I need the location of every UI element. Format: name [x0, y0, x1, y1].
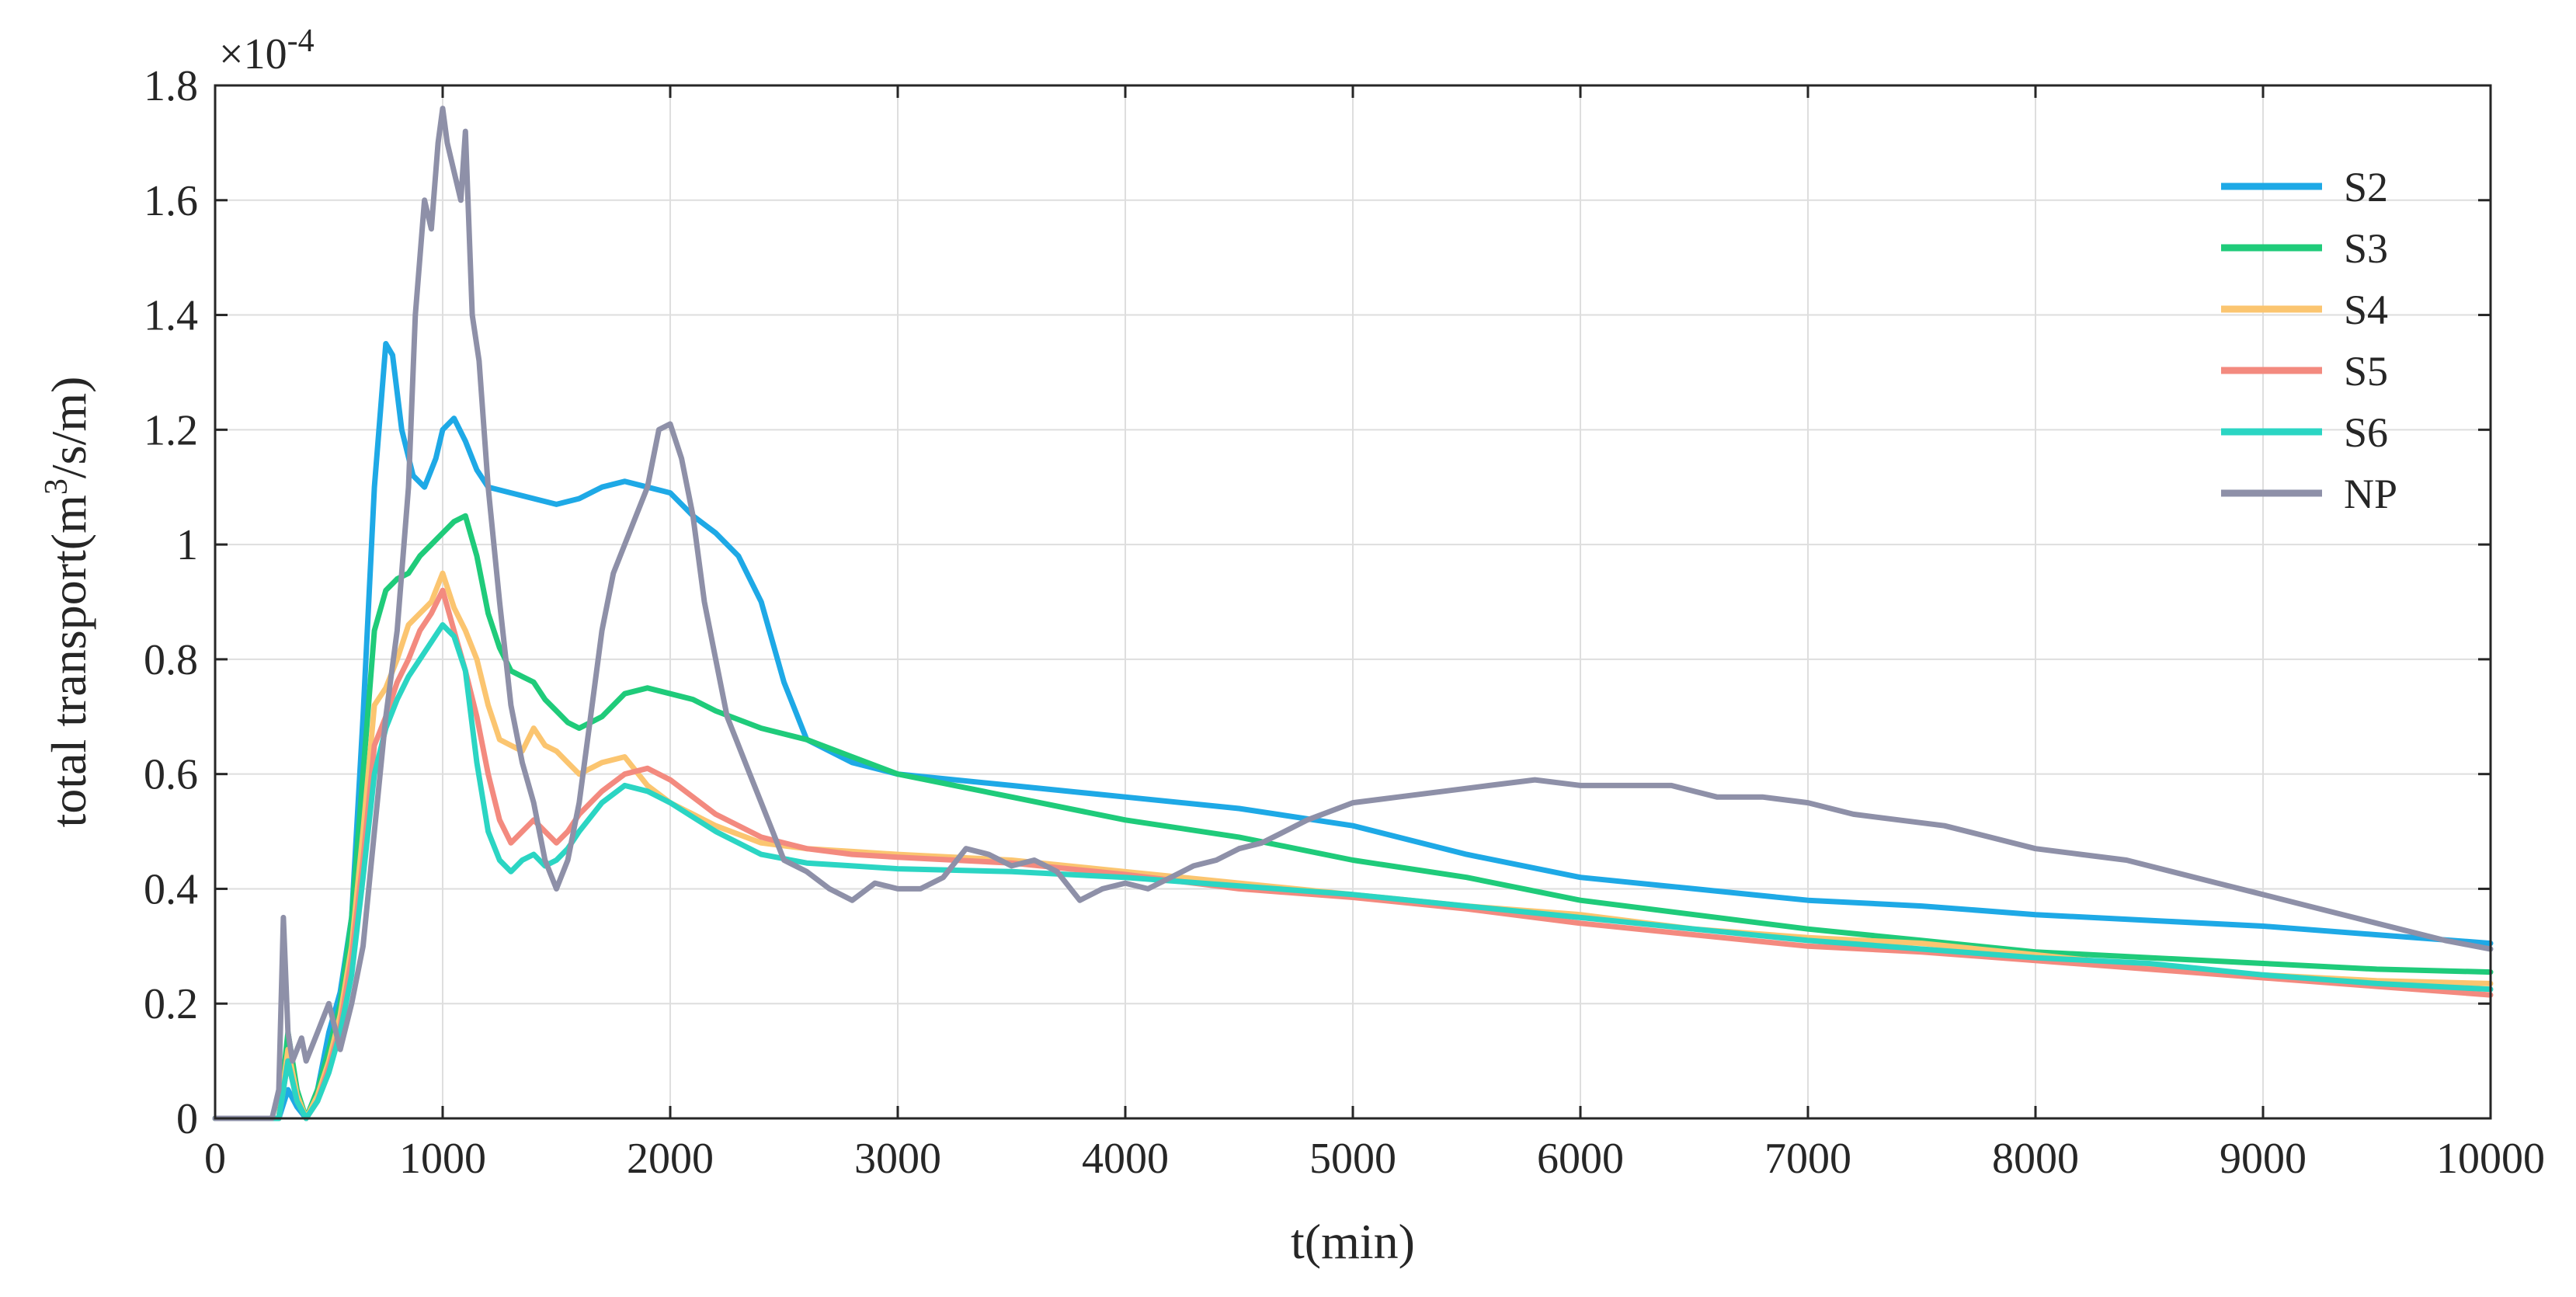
- y-tick-label: 1.4: [144, 292, 198, 340]
- x-tick-label: 5000: [1309, 1135, 1396, 1183]
- y-axis-title-superscript: 3: [39, 478, 75, 495]
- y-tick-label: 1.8: [144, 62, 198, 110]
- x-tick-label: 10000: [2436, 1135, 2545, 1183]
- legend-label-s6: S6: [2344, 409, 2388, 456]
- series-line-np: [212, 106, 2494, 1121]
- legend-label-np: NP: [2344, 471, 2397, 517]
- y-tick-label: 1: [176, 521, 198, 569]
- y-tick-label: 0.6: [144, 751, 198, 799]
- axis-ticks: 0 1000 2000 3000 4000 5000 6000 7000 8000 9000 100…: [144, 62, 2545, 1183]
- y-axis-exponent: ×10-4: [219, 23, 315, 78]
- legend-label-s2: S2: [2344, 164, 2388, 210]
- y-axis-exponent-power: -4: [287, 23, 315, 59]
- y-axis-title: total transport(m3/s/m): [39, 377, 96, 828]
- y-tick-label: 0.8: [144, 636, 198, 684]
- x-tick-label: 1000: [399, 1135, 486, 1183]
- x-axis-title: t(min): [1291, 1214, 1415, 1269]
- y-tick-label: 1.6: [144, 177, 198, 225]
- legend-label-s5: S5: [2344, 348, 2388, 395]
- y-axis-title-prefix: total transport(m: [41, 495, 96, 827]
- plot-series: [212, 106, 2494, 1121]
- y-axis-title-suffix: /s/m): [41, 377, 96, 479]
- y-tick-label: 0.2: [144, 980, 198, 1028]
- y-tick-label: 0: [176, 1095, 198, 1143]
- y-axis-exponent-base: ×10: [219, 30, 287, 78]
- x-tick-label: 8000: [1992, 1135, 2079, 1183]
- legend-label-s4: S4: [2344, 287, 2388, 333]
- y-tick-label: 0.4: [144, 865, 198, 913]
- grid-lines: [215, 85, 2491, 1118]
- x-tick-label: 0: [204, 1135, 226, 1183]
- x-tick-label: 3000: [854, 1135, 941, 1183]
- legend-label-s3: S3: [2344, 225, 2388, 272]
- x-tick-label: 7000: [1764, 1135, 1851, 1183]
- x-tick-label: 6000: [1537, 1135, 1624, 1183]
- x-tick-label: 2000: [627, 1135, 714, 1183]
- y-tick-label: 1.2: [144, 406, 198, 454]
- x-tick-label: 9000: [2220, 1135, 2307, 1183]
- legend: S2 S3 S4 S5 S6 NP: [2221, 164, 2397, 517]
- x-tick-label: 4000: [1082, 1135, 1169, 1183]
